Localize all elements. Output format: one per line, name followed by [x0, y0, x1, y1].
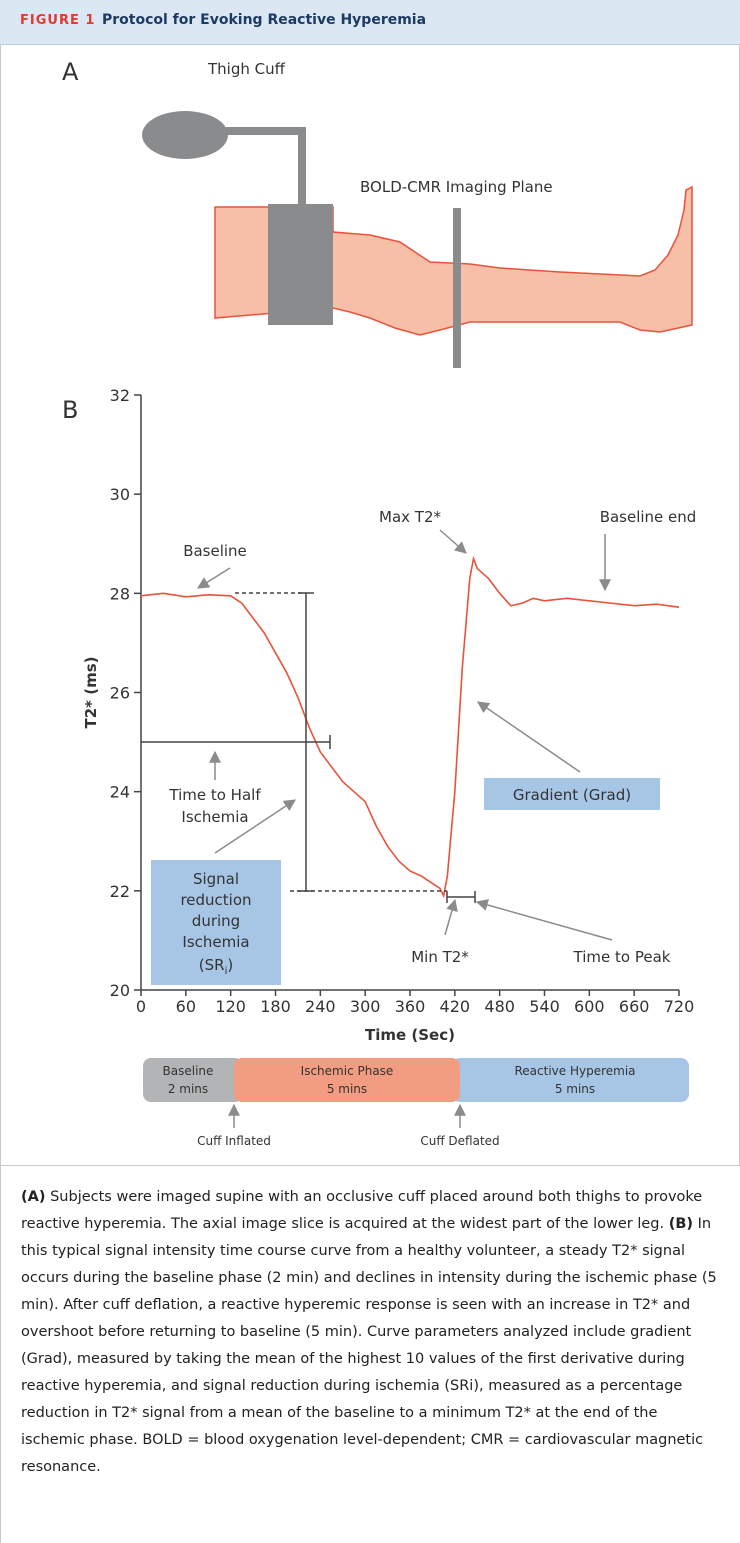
- gradient-box: [484, 778, 660, 810]
- chart: 20 22 24 26 28 30 32 0 60 120 180 240 300 360 420 480 54…: [82, 386, 694, 1044]
- data-line: [140, 555, 680, 899]
- event-label: Cuff Inflated: [197, 1134, 271, 1148]
- sr-box: [151, 860, 281, 985]
- x-tick-label: 60: [176, 997, 196, 1016]
- leg-diagram: [142, 111, 693, 368]
- caption-label: (A): [21, 1189, 46, 1205]
- y-tick-label: 24: [110, 783, 130, 802]
- measure-lines: [141, 592, 476, 903]
- annotation-part: ): [227, 956, 233, 974]
- annotation: Baseline end: [600, 508, 697, 526]
- caption-label: (B): [668, 1216, 694, 1232]
- annotation: Signal: [193, 870, 239, 888]
- annotation-part: (SR: [199, 956, 225, 974]
- phase-name: Reactive Hyperemia: [514, 1064, 635, 1078]
- annotation: Gradient (Grad): [513, 786, 631, 804]
- y-axis-title: T2* (ms): [82, 656, 100, 728]
- x-tick-label: 300: [350, 997, 381, 1016]
- y-tick-label: 20: [110, 981, 130, 1000]
- y-tick-label: 28: [110, 584, 130, 603]
- figure-label: FIGURE 1: [20, 13, 96, 28]
- caption: (A) Subjects were imaged supine with an …: [0, 1166, 740, 1543]
- caption-text: In this typical signal intensity time co…: [21, 1216, 717, 1475]
- x-tick-label: 240: [305, 997, 336, 1016]
- plane-label: BOLD-CMR Imaging Plane: [360, 178, 553, 196]
- annotation: Baseline: [183, 542, 247, 560]
- panel-label: B: [62, 396, 78, 424]
- panel-label: A: [62, 58, 79, 86]
- figure-graphics: A Thigh Cuff BOLD-CMR Imaging Plane B 20…: [62, 58, 697, 1148]
- y-tick-label: 26: [110, 684, 130, 703]
- x-tick-label: 180: [260, 997, 291, 1016]
- figure-title: Protocol for Evoking Reactive Hyperemia: [102, 12, 427, 28]
- annotation-subscript: i: [225, 966, 228, 977]
- event-arrows: [228, 1103, 466, 1128]
- y-tick-label: 22: [110, 882, 130, 901]
- annotation-layout: [196, 529, 613, 941]
- annotation: Ischemia: [182, 933, 249, 951]
- cuff-label: Thigh Cuff: [207, 60, 286, 78]
- phase-bar: [143, 1058, 689, 1102]
- x-tick-label: 120: [215, 997, 246, 1016]
- x-tick-label: 600: [574, 997, 605, 1016]
- annotation: Ischemia: [181, 808, 248, 826]
- annotation: during: [192, 912, 240, 930]
- annotation: Time to Peak: [573, 948, 671, 966]
- phase-duration: 5 mins: [327, 1082, 367, 1096]
- annotation: Max T2*: [379, 508, 441, 526]
- annotation: Time to Half: [168, 786, 261, 804]
- annotation: (SRi): [199, 956, 233, 977]
- x-tick-label: 720: [664, 997, 695, 1016]
- x-tick-label: 0: [136, 997, 146, 1016]
- x-tick-label: 420: [440, 997, 471, 1016]
- event-label: Cuff Deflated: [420, 1134, 499, 1148]
- x-tick-label: 360: [395, 997, 426, 1016]
- caption-text: Subjects were imaged supine with an occl…: [21, 1189, 703, 1232]
- annotation: reduction: [180, 891, 251, 909]
- x-axis-title: Time (Sec): [365, 1026, 455, 1044]
- y-tick-label: 30: [110, 485, 130, 504]
- x-tick-label: 480: [484, 997, 515, 1016]
- y-tick-label: 32: [110, 386, 130, 405]
- phase-duration: 5 mins: [555, 1082, 595, 1096]
- figure-header: FIGURE 1 Protocol for Evoking Reactive H…: [0, 0, 740, 45]
- x-tick-label: 660: [619, 997, 650, 1016]
- annotation: Min T2*: [411, 948, 469, 966]
- phase-name: Ischemic Phase: [301, 1064, 394, 1078]
- phase-name: Baseline: [163, 1064, 214, 1078]
- x-tick-label: 540: [529, 997, 560, 1016]
- phase-duration: 2 mins: [168, 1082, 208, 1096]
